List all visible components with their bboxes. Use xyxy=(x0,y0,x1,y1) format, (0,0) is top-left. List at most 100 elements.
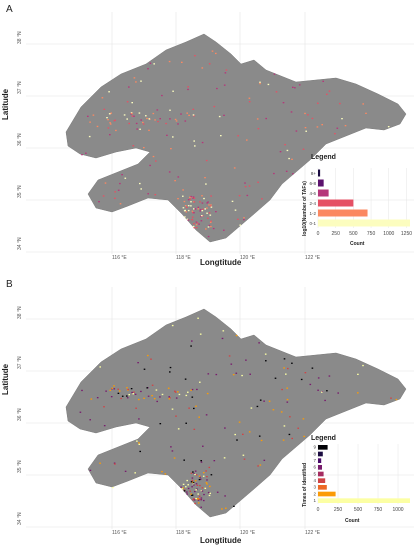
map-point xyxy=(209,221,212,223)
map-point xyxy=(207,226,210,228)
map-point xyxy=(192,108,195,110)
map-point xyxy=(390,397,392,399)
map-point xyxy=(81,154,83,156)
map-point xyxy=(304,127,307,129)
lat-tick-36: 36 °N xyxy=(17,408,23,421)
map-point xyxy=(192,471,194,473)
map-point xyxy=(203,197,205,200)
legend-category-label: 6 xyxy=(313,465,316,470)
map-point xyxy=(159,396,161,398)
map-point xyxy=(124,177,127,179)
map-point xyxy=(199,201,201,203)
map-point xyxy=(174,390,176,392)
legend-bar xyxy=(318,458,322,463)
legend-x-label: Count xyxy=(345,518,360,524)
map-point xyxy=(362,103,364,105)
map-point xyxy=(210,474,213,476)
map-point xyxy=(322,80,324,82)
map-point xyxy=(387,126,390,128)
map-a-svg xyxy=(26,12,414,254)
map-point xyxy=(164,473,167,475)
map-point xyxy=(232,374,235,376)
map-point xyxy=(89,469,92,471)
map-point xyxy=(289,416,291,418)
map-point xyxy=(201,210,204,212)
map-point xyxy=(138,442,140,444)
map-point xyxy=(132,393,134,395)
lon-tick-116: 116 °E xyxy=(112,530,127,536)
map-point xyxy=(215,373,218,376)
map-point xyxy=(135,81,137,83)
legend-bar xyxy=(318,445,328,450)
map-point xyxy=(187,487,190,490)
map-point xyxy=(87,115,89,117)
legend-x-tick: 500 xyxy=(354,507,363,513)
map-point xyxy=(201,215,204,217)
map-point xyxy=(200,490,203,492)
map-point xyxy=(341,118,343,120)
map-point xyxy=(199,333,202,335)
map-point xyxy=(175,397,178,399)
map-point xyxy=(169,371,171,373)
map-point xyxy=(142,121,144,124)
map-point xyxy=(143,368,146,370)
map-point xyxy=(108,113,111,115)
map-point xyxy=(138,112,141,114)
map-point xyxy=(119,182,121,185)
map-point xyxy=(201,215,203,217)
map-point xyxy=(210,206,213,208)
map-point xyxy=(112,486,114,489)
map-point xyxy=(104,182,107,184)
map-point xyxy=(230,363,233,365)
map-point xyxy=(119,203,122,205)
panel-letter: A xyxy=(6,4,13,15)
map-point xyxy=(192,483,195,485)
map-point xyxy=(170,446,172,448)
map-point xyxy=(138,418,140,420)
map-point xyxy=(242,454,245,456)
map-point xyxy=(199,478,202,480)
map-point xyxy=(295,130,298,132)
map-point xyxy=(233,505,235,507)
map-point xyxy=(140,80,142,82)
legend-x-tick: 0 xyxy=(317,507,320,513)
map-point xyxy=(191,210,194,212)
map-point xyxy=(213,105,216,108)
map-point xyxy=(204,487,207,489)
lat-tick-36: 36 °N xyxy=(17,133,23,146)
map-point xyxy=(291,158,293,160)
map-point xyxy=(286,401,289,403)
map-point xyxy=(223,114,225,116)
map-point xyxy=(265,360,267,362)
map-point xyxy=(187,199,190,201)
map-point xyxy=(197,502,200,504)
map-point xyxy=(186,493,188,495)
lat-tick-35: 35 °N xyxy=(17,460,23,473)
map-point xyxy=(311,367,314,369)
map-point xyxy=(156,109,159,111)
latitude-axis-label: Latitude xyxy=(1,88,10,120)
map-point xyxy=(197,206,200,208)
map-point xyxy=(201,202,204,204)
map-point xyxy=(198,478,201,481)
map-point xyxy=(202,208,204,210)
map-point xyxy=(198,223,200,225)
map-point xyxy=(221,508,223,510)
lat-tick-38: 38 °N xyxy=(17,31,23,44)
map-point xyxy=(133,115,135,117)
map-point xyxy=(216,87,218,90)
legend-bar xyxy=(318,491,336,497)
map-point xyxy=(172,90,174,92)
map-point xyxy=(159,423,162,425)
lat-tick-38: 38 °N xyxy=(17,306,23,319)
map-point xyxy=(259,399,262,401)
map-point xyxy=(213,460,216,462)
map-point xyxy=(182,195,184,197)
map-point xyxy=(147,395,150,397)
map-point xyxy=(139,128,141,130)
map-point xyxy=(235,372,238,374)
map-point xyxy=(198,495,201,497)
map-point xyxy=(182,483,185,485)
map-point xyxy=(187,209,190,212)
map-point xyxy=(143,397,145,399)
